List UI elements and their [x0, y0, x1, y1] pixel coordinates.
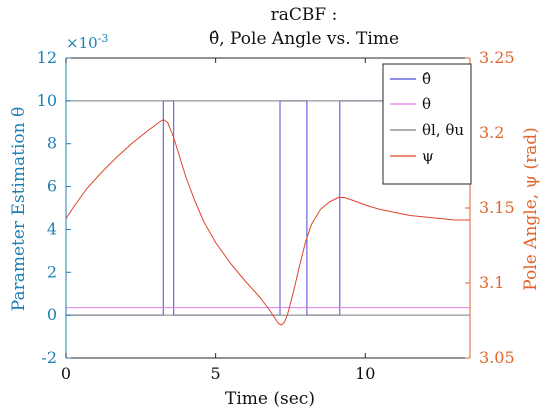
- left-y-tick-label-2: 2: [47, 262, 57, 281]
- left-y-tick-label-0: -2: [41, 348, 57, 367]
- left-y-tick-label-7: 12: [37, 48, 57, 67]
- right-y-tick-label-2: 3.15: [479, 198, 515, 217]
- left-y-tick-label-3: 4: [47, 219, 57, 238]
- x-axis-label: Time (sec): [225, 389, 315, 409]
- x-tick-label-1: 5: [211, 364, 221, 383]
- legend-label-theta: θ: [422, 95, 431, 113]
- legend: θ̂ θ θl, θu ψ: [382, 63, 472, 185]
- left-y-tick-label-5: 8: [47, 134, 57, 153]
- left-y-tick-label-4: 6: [47, 177, 57, 196]
- series-layer: [65, 100, 470, 326]
- left-y-tick-label-1: 0: [47, 305, 57, 324]
- x-tick-label-2: 10: [355, 364, 375, 383]
- right-y-tick-label-1: 3.1: [479, 273, 504, 292]
- right-y-axis-label: Pole Angle, ψ (rad): [521, 127, 541, 290]
- x-tick-label-0: 0: [61, 364, 71, 383]
- right-y-tick-label-0: 3.05: [479, 348, 515, 367]
- right-y-tick-label-3: 3.2: [479, 123, 504, 142]
- left-y-tick-label-6: 10: [37, 91, 57, 110]
- left-axis-exponent: ×10-3: [66, 32, 108, 52]
- left-axis-exponent-power: -3: [98, 32, 109, 45]
- series-line-3: [65, 119, 470, 326]
- legend-label-psi: ψ: [422, 147, 434, 165]
- right-y-tick-label-4: 3.25: [479, 48, 515, 67]
- chart-title-line2: θ̂, Pole Angle vs. Time: [209, 29, 399, 49]
- chart-title-line1: raCBF :: [271, 5, 338, 25]
- legend-label-theta-hat: θ̂: [422, 70, 431, 88]
- left-axis-exponent-base: ×10: [66, 34, 98, 52]
- legend-label-limits: θl, θu: [422, 121, 464, 139]
- series-line-0: [66, 100, 470, 316]
- legend-box: [382, 63, 472, 185]
- left-y-axis-label: Parameter Estimation θ: [9, 107, 29, 311]
